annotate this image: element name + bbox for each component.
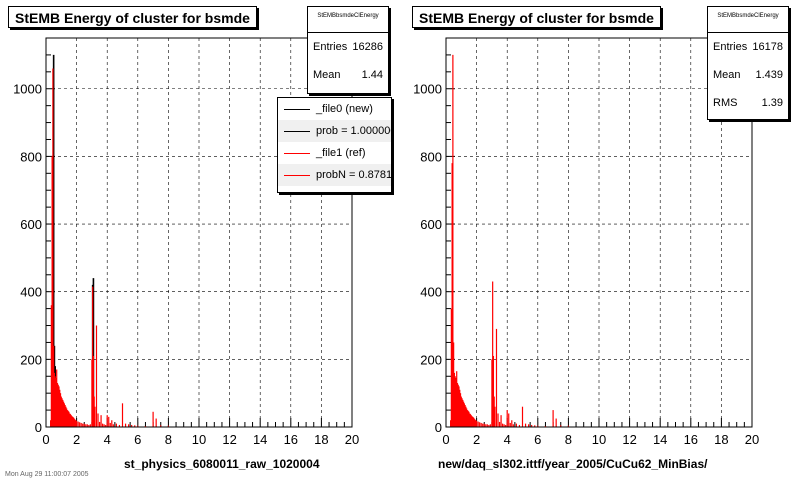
left-stats-entries-label: Entries (313, 41, 348, 53)
right-stats-mean-label: Mean (713, 69, 741, 81)
right-stats-entries-label: Entries (713, 41, 748, 53)
x-tick-label: 18 (714, 432, 728, 447)
left-plot-title: StEMB Energy of cluster for bsmde (8, 6, 257, 28)
left-stats-box: StEMBbsmdeClEnergy Entries 16286 Mean 1.… (307, 6, 389, 94)
legend-entry: _file0 (new) (278, 98, 391, 120)
plot-frame (445, 37, 753, 428)
right-stats-box: StEMBbsmdeClEnergy Entries 16178 Mean 1.… (707, 6, 789, 120)
y-tick-label: 800 (420, 149, 442, 164)
right-stats-mean-value: 1.439 (755, 69, 783, 81)
legend-swatch (284, 175, 310, 176)
legend-label: _file1 (ref) (316, 147, 366, 159)
x-tick-label: 16 (284, 432, 298, 447)
y-tick-label: 200 (20, 352, 42, 367)
x-tick-label: 2 (73, 432, 80, 447)
x-tick-label: 16 (684, 432, 698, 447)
timestamp-footer: Mon Aug 29 11:00:07 2005 (5, 471, 89, 478)
x-tick-label: 18 (314, 432, 328, 447)
x-tick-label: 8 (565, 432, 572, 447)
legend-label: prob = 1.000000 (316, 125, 392, 137)
x-tick-label: 0 (442, 432, 449, 447)
x-tick-label: 20 (745, 432, 759, 447)
x-tick-label: 10 (592, 432, 606, 447)
legend-swatch (284, 153, 310, 154)
right-stats-entries-value: 16178 (752, 41, 783, 53)
y-tick-label: 800 (20, 149, 42, 164)
y-tick-label: 600 (20, 217, 42, 232)
x-tick-label: 6 (134, 432, 141, 447)
legend-swatch (284, 109, 310, 110)
y-tick-label: 200 (420, 352, 442, 367)
legend-label: probN = 0.878143 (316, 169, 392, 181)
x-tick-label: 4 (104, 432, 111, 447)
y-tick-label: 0 (35, 420, 42, 435)
y-tick-label: 1000 (13, 82, 42, 97)
plot-frame (45, 37, 353, 428)
x-tick-label: 14 (253, 432, 267, 447)
left-x-axis-title: st_physics_6080011_raw_1020004 (124, 457, 320, 471)
x-tick-label: 10 (192, 432, 206, 447)
y-tick-label: 400 (20, 285, 42, 300)
legend-entry: probN = 0.878143 (278, 164, 391, 186)
x-tick-label: 2 (473, 432, 480, 447)
x-tick-label: 12 (622, 432, 636, 447)
x-tick-label: 14 (653, 432, 667, 447)
right-plot-title: StEMB Energy of cluster for bsmde (412, 6, 661, 28)
x-tick-label: 8 (165, 432, 172, 447)
left-legend: _file0 (new) prob = 1.000000 _file1 (ref… (277, 97, 392, 193)
x-tick-label: 20 (345, 432, 359, 447)
y-tick-label: 400 (420, 285, 442, 300)
left-stats-mean-value: 1.44 (361, 69, 383, 81)
legend-swatch (284, 131, 310, 132)
left-stats-name: StEMBbsmdeClEnergy (308, 7, 388, 33)
y-tick-label: 600 (420, 217, 442, 232)
right-stats-rms-label: RMS (713, 97, 738, 109)
legend-label: _file0 (new) (316, 103, 373, 115)
x-tick-label: 6 (534, 432, 541, 447)
left-stats-entries-value: 16286 (352, 41, 383, 53)
right-stats-rms-value: 1.39 (761, 97, 783, 109)
y-tick-label: 0 (435, 420, 442, 435)
right-stats-name: StEMBbsmdeClEnergy (708, 7, 788, 33)
legend-entry: prob = 1.000000 (278, 120, 391, 142)
left-stats-mean-label: Mean (313, 69, 341, 81)
legend-entry: _file1 (ref) (278, 142, 391, 164)
x-tick-label: 12 (222, 432, 236, 447)
y-tick-label: 1000 (413, 82, 442, 97)
x-tick-label: 4 (504, 432, 511, 447)
x-tick-label: 0 (42, 432, 49, 447)
right-x-axis-title: new/daq_sl302.ittf/year_2005/CuCu62_MinB… (438, 457, 708, 471)
